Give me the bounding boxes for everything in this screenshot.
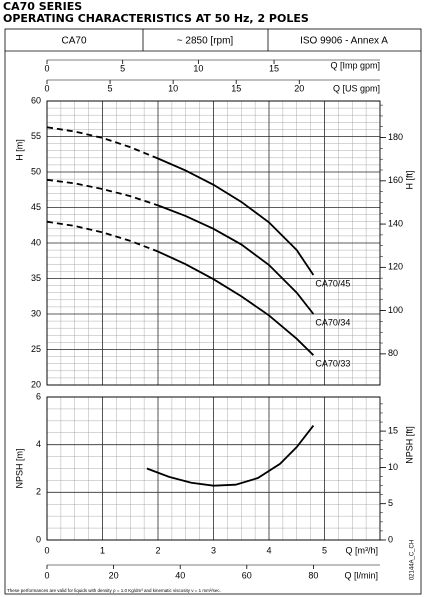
curve-label: CA70/33 [315, 359, 350, 369]
x-tick-label: 4 [266, 545, 271, 555]
x-tick-label: 10 [193, 63, 203, 73]
y-tick-label: 50 [31, 166, 41, 176]
y-tick-label: 45 [31, 202, 41, 212]
title: CA70 SERIES [3, 0, 82, 13]
x-axis-label: Q [US gpm] [333, 83, 380, 93]
code: 02144A_C_CH [410, 540, 416, 580]
y2-tick-label: 180 [388, 132, 403, 142]
x-tick-label: 15 [269, 63, 279, 73]
y-tick-label: 60 [31, 95, 41, 105]
y-axis-label: H [m] [14, 139, 24, 161]
header-cell: ISO 9906 - Annex A [300, 36, 388, 47]
x-tick-label: 5 [108, 83, 113, 93]
y2-tick-label: 140 [388, 218, 403, 228]
curve [146, 425, 315, 487]
y-tick-label: 25 [31, 344, 41, 354]
x-axis-label: Q [Imp gpm] [330, 60, 380, 70]
y-tick-label: 30 [31, 308, 41, 318]
y-axis-label: NPSH [m] [14, 448, 24, 488]
curve [157, 157, 315, 276]
x-tick-label: 20 [109, 570, 119, 580]
x-tick-label: 60 [242, 570, 252, 580]
x-tick-label: 0 [44, 83, 49, 93]
x-tick-label: 0 [44, 545, 49, 555]
y2-tick-label: 100 [388, 305, 403, 315]
y-tick-label: 2 [36, 487, 41, 497]
curve-label: CA70/45 [315, 278, 350, 288]
curve [157, 204, 315, 315]
x-tick-label: 0 [44, 570, 49, 580]
y2-tick-label: 15 [388, 425, 398, 435]
x-tick-label: 20 [294, 83, 304, 93]
subtitle: OPERATING CHARACTERISTICS AT 50 Hz, 2 PO… [3, 12, 309, 25]
y-tick-label: 35 [31, 273, 41, 283]
y2-tick-label: 10 [388, 462, 398, 472]
curve [157, 250, 315, 356]
x-tick-label: 5 [120, 63, 125, 73]
y-tick-label: 6 [36, 391, 41, 401]
y2-axis-label: NPSH [ft] [404, 426, 414, 464]
x-tick-label: 0 [44, 63, 49, 73]
y2-tick-label: 160 [388, 175, 403, 185]
y2-tick-label: 80 [388, 348, 398, 358]
x-axis-label: Q [m³/h] [345, 545, 378, 555]
frame [4, 28, 422, 595]
x-tick-label: 15 [231, 83, 241, 93]
x-axis-label: Q [l/min] [344, 570, 378, 580]
y2-tick-label: 5 [388, 498, 393, 508]
header-cell: CA70 [61, 36, 86, 47]
y-tick-label: 4 [36, 439, 41, 449]
x-tick-label: 40 [175, 570, 185, 580]
curve [46, 126, 159, 160]
x-tick-label: 80 [308, 570, 318, 580]
plot-frame [46, 100, 381, 386]
y-tick-label: 0 [36, 534, 41, 544]
x-tick-label: 3 [211, 545, 216, 555]
x-tick-label: 5 [322, 545, 327, 555]
plot-frame [46, 396, 381, 541]
curve [46, 178, 159, 207]
curve [46, 220, 159, 253]
footnote: These performances are valid for liquids… [7, 588, 221, 593]
y2-tick-label: 120 [388, 262, 403, 272]
x-tick-label: 2 [155, 545, 160, 555]
header-cell: ~ 2850 [rpm] [177, 36, 234, 47]
x-tick-label: 10 [168, 83, 178, 93]
y2-tick-label: 0 [388, 534, 393, 544]
y-tick-label: 55 [31, 131, 41, 141]
y-tick-label: 40 [31, 237, 41, 247]
y2-axis-label: H [ft] [404, 170, 414, 189]
y-tick-label: 20 [31, 379, 41, 389]
x-tick-label: 1 [100, 545, 105, 555]
curve-label: CA70/34 [315, 317, 350, 327]
